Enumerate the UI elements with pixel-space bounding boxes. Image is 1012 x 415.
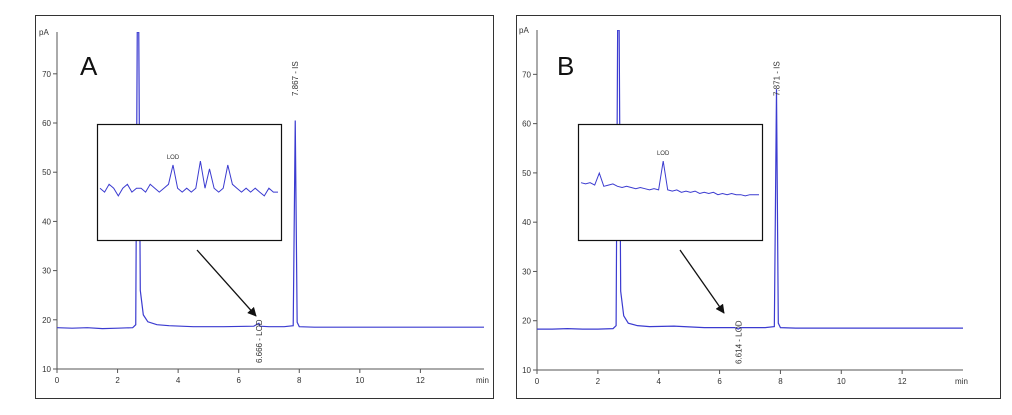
x-tick-label: 10 bbox=[355, 376, 364, 385]
chart: 10 20 30 40 50 60 70 0 2 4 6 8 10 12 pA min A 7.867 - IS 6… bbox=[39, 28, 489, 385]
y-axis-label: pA bbox=[519, 26, 529, 35]
x-tick-label: 12 bbox=[416, 376, 425, 385]
x-tick-label: 8 bbox=[297, 376, 302, 385]
panel-label: A bbox=[80, 51, 98, 81]
peak-annotation: 6.614 - LOD bbox=[734, 320, 743, 364]
inset-label: LOD bbox=[657, 151, 670, 157]
x-tick-label: 2 bbox=[115, 376, 120, 385]
trace bbox=[57, 32, 484, 330]
y-tick-label: 30 bbox=[522, 267, 531, 276]
trace bbox=[537, 30, 963, 330]
y-tick-label: 70 bbox=[522, 70, 531, 79]
inset-label: LOD bbox=[167, 155, 180, 161]
x-tick-label: 10 bbox=[837, 377, 846, 386]
y-tick-label: 70 bbox=[42, 70, 51, 79]
x-tick-label: 6 bbox=[717, 377, 722, 386]
x-axis-label: min bbox=[955, 377, 968, 386]
peak-annotation: 6.666 - LOD bbox=[255, 319, 264, 363]
inset-trace bbox=[99, 161, 278, 197]
arrow bbox=[196, 249, 257, 317]
peak-annotation: 7.871 - IS bbox=[773, 61, 782, 96]
y-tick-label: 20 bbox=[522, 317, 531, 326]
panel-frame bbox=[35, 15, 494, 399]
y-tick-label: 10 bbox=[522, 366, 531, 375]
panel-frame bbox=[516, 15, 1001, 399]
y-tick-label: 10 bbox=[42, 365, 51, 374]
x-tick-label: 4 bbox=[656, 377, 661, 386]
x-tick-label: 2 bbox=[596, 377, 601, 386]
x-tick-label: 0 bbox=[535, 377, 540, 386]
x-tick-label: 0 bbox=[55, 376, 60, 385]
x-tick-label: 4 bbox=[176, 376, 181, 385]
y-axis-label: pA bbox=[39, 28, 49, 37]
x-tick-label: 8 bbox=[778, 377, 783, 386]
y-tick-label: 40 bbox=[42, 217, 51, 226]
x-axis-label: min bbox=[476, 376, 489, 385]
y-tick-label: 20 bbox=[42, 316, 51, 325]
arrow bbox=[679, 249, 725, 314]
inset-frame bbox=[96, 123, 283, 242]
y-tick-label: 60 bbox=[522, 120, 531, 129]
chart: 10 20 30 40 50 60 70 0 2 4 6 8 10 12 pA min B 7.871 - IS 6… bbox=[519, 26, 968, 386]
x-tick-label: 12 bbox=[898, 377, 907, 386]
y-tick-label: 50 bbox=[42, 168, 51, 177]
panel-label: B bbox=[557, 51, 574, 81]
peak-annotation: 7.867 - IS bbox=[291, 61, 300, 96]
inset-frame bbox=[577, 123, 764, 242]
x-tick-label: 6 bbox=[236, 376, 241, 385]
y-tick-label: 40 bbox=[522, 218, 531, 227]
y-tick-label: 50 bbox=[522, 169, 531, 178]
y-tick-label: 60 bbox=[42, 119, 51, 128]
inset-trace bbox=[580, 161, 759, 197]
y-tick-label: 30 bbox=[42, 267, 51, 276]
